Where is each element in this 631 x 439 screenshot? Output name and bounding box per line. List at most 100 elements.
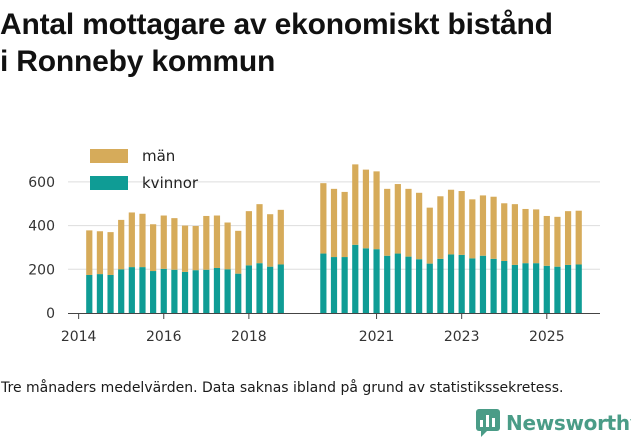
bar-kvinnor: [277, 264, 284, 313]
bar-man: [501, 203, 508, 261]
bar-man: [352, 164, 359, 245]
bar-man: [96, 231, 104, 275]
bar-man: [416, 192, 423, 260]
bar-kvinnor: [564, 264, 572, 313]
bar-kvinnor: [245, 265, 252, 313]
bar-kvinnor: [171, 269, 178, 313]
bar-man: [160, 215, 167, 269]
bar-man: [139, 213, 146, 268]
bar-man: [277, 209, 284, 265]
bar-kvinnor: [479, 255, 487, 313]
bar-man: [213, 215, 221, 268]
bar-man: [330, 188, 338, 258]
bar-man: [522, 208, 529, 264]
brand[interactable]: Newsworthy: [476, 408, 631, 438]
bar-kvinnor: [458, 254, 465, 313]
bar-man: [384, 188, 391, 256]
bar-kvinnor: [575, 264, 582, 313]
bar-kvinnor: [511, 264, 518, 313]
bar-man: [373, 171, 380, 250]
bar-kvinnor: [235, 273, 242, 313]
bar-kvinnor: [139, 267, 146, 313]
legend-label-kvinnor: kvinnor: [142, 174, 199, 192]
bar-man: [405, 188, 412, 257]
x-tick-label: 2025: [529, 329, 565, 345]
bar-kvinnor: [192, 270, 199, 313]
bar-kvinnor: [405, 256, 412, 313]
x-tick-label: 2018: [231, 329, 267, 345]
chart-title-line-1: Antal mottagare av ekonomiskt bistånd: [0, 8, 553, 41]
bar-man: [511, 204, 518, 265]
bar-man: [245, 211, 252, 266]
bar-man: [267, 214, 274, 267]
brand-name: Newsworthy: [506, 411, 631, 435]
bar-man: [107, 232, 114, 275]
bar-kvinnor: [320, 253, 327, 313]
bar-kvinnor: [554, 266, 561, 313]
x-tick-label: 2021: [359, 329, 395, 345]
bar-man: [224, 222, 231, 270]
bar-man: [469, 199, 476, 259]
bar-man: [320, 183, 327, 254]
legend-swatch-kvinnor: [90, 176, 128, 190]
bar-man: [554, 216, 561, 267]
x-tick-label: 2023: [444, 329, 480, 345]
bar-man: [543, 215, 550, 266]
bar-kvinnor: [181, 271, 189, 313]
bar-man: [394, 184, 401, 254]
bar-kvinnor: [96, 274, 104, 313]
x-tick-label: 2016: [146, 329, 182, 345]
bar-man: [341, 191, 348, 258]
chart-title-line-2: i Ronneby kommun: [0, 45, 276, 78]
bar-man: [490, 196, 497, 259]
bar-kvinnor: [522, 263, 529, 313]
bar-man: [128, 212, 135, 268]
bar-man: [118, 219, 125, 270]
chart-title: Antal mottagare av ekonomiskt bistånd i …: [0, 6, 631, 80]
bar-kvinnor: [543, 265, 550, 313]
bar-kvinnor: [150, 271, 157, 313]
bar-man: [150, 224, 157, 272]
bar-kvinnor: [447, 254, 455, 313]
bar-kvinnor: [86, 274, 93, 313]
bar-man: [479, 195, 487, 256]
bar-series: [86, 164, 582, 313]
bar-man: [256, 204, 263, 264]
bar-kvinnor: [373, 249, 380, 313]
bar-kvinnor: [501, 260, 508, 313]
bar-kvinnor: [224, 269, 231, 313]
bar-man: [564, 211, 572, 265]
y-tick-label: 600: [28, 175, 55, 191]
y-tick-label: 400: [28, 219, 55, 235]
bar-kvinnor: [128, 267, 135, 313]
bar-kvinnor: [437, 258, 444, 313]
bar-kvinnor: [352, 244, 359, 313]
bar-kvinnor: [416, 259, 423, 313]
bar-kvinnor: [160, 268, 167, 313]
bar-man: [458, 191, 465, 255]
bar-kvinnor: [384, 255, 391, 313]
legend-swatch-man: [90, 149, 128, 163]
x-tick-label: 2014: [61, 329, 97, 345]
bar-man: [171, 218, 178, 270]
bar-man: [426, 207, 433, 264]
bar-man: [362, 169, 370, 249]
bar-kvinnor: [213, 267, 221, 313]
bar-kvinnor: [267, 266, 274, 313]
bar-man: [437, 196, 444, 259]
bar-kvinnor: [533, 263, 540, 313]
bar-kvinnor: [203, 269, 210, 313]
bar-kvinnor: [330, 257, 338, 313]
bar-kvinnor: [256, 263, 263, 313]
bar-man: [447, 189, 455, 255]
bar-man: [235, 230, 242, 274]
bar-man: [533, 209, 540, 264]
bar-kvinnor: [118, 269, 125, 313]
legend-label-man: män: [142, 147, 175, 165]
bar-kvinnor: [362, 248, 370, 313]
bar-kvinnor: [107, 274, 114, 313]
bar-kvinnor: [394, 253, 401, 313]
bar-kvinnor: [490, 258, 497, 313]
bar-man: [203, 215, 210, 270]
